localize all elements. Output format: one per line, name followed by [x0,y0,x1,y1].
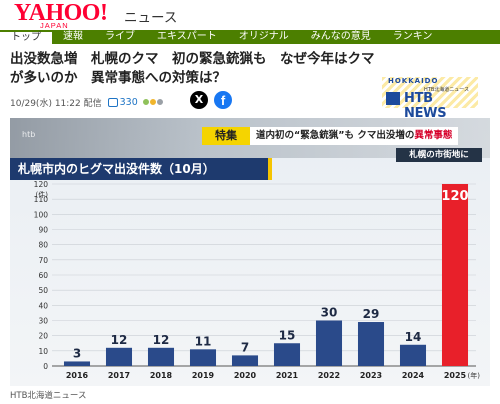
y-tick-label: 40 [38,301,48,310]
main-nav: トップ 速報 ライブ エキスパート オリジナル みんなの意見 ランキン [0,30,500,44]
nav-item-live[interactable]: ライブ [105,31,135,42]
bar-value-label: 29 [363,307,380,321]
bar-value-label: 30 [321,306,338,320]
provider-logo-name: HTB NEWS [404,91,447,121]
chart-bar [441,184,469,366]
y-tick-label: 120 [34,180,49,189]
chart-title: 札幌市内のヒグマ出没件数（10月） [18,162,215,176]
image-source: HTB北海道ニュース [10,391,87,401]
reaction-icon [155,98,164,106]
bar-value-label: 15 [279,328,296,342]
comment-count[interactable]: 330 [119,96,138,108]
chart-bar [231,355,259,366]
chart-bar [273,343,301,366]
yahoo-logo-sub: JAPAN [40,21,69,30]
caption-connector: クマ出没増の [357,130,415,141]
chart-bar [399,344,427,366]
y-axis-unit: (件) [36,190,49,199]
chart-bar [357,322,385,366]
nav-item-top[interactable]: トップ [0,30,52,44]
feature-badge: 特集 [202,127,250,145]
x-tick-label: 2018 [150,371,173,380]
chart-bar [147,347,175,366]
x-tick-label: 2019 [192,371,215,380]
nav-item-opinions[interactable]: みんなの意見 [310,31,371,42]
article-image[interactable]: htb 特集 道内初の“緊急銃猟”も クマ出没増の異常事態 札幌の市街地に 札幌… [10,118,490,386]
x-tick-label: 2017 [108,371,130,380]
provider-logo-hokkaido: HOKKAIDO [388,77,439,85]
x-axis-unit: (年) [468,371,481,380]
comment-icon[interactable] [107,97,118,107]
provider-logo[interactable]: HOKKAIDO HTB北海道ニュース HTB NEWS [382,77,478,121]
y-tick-label: 80 [38,241,48,250]
y-tick-label: 110 [34,195,49,204]
x-tick-label: 2025 [444,371,467,380]
bar-value-label: 7 [241,340,249,354]
y-tick-label: 0 [43,362,48,371]
y-tick-label: 90 [38,226,48,235]
y-tick-label: 30 [38,317,48,326]
chart-bar [315,320,343,366]
y-tick-label: 70 [38,256,48,265]
bar-value-label: 11 [195,334,212,348]
caption-prefix: 道内初の“緊急銃猟”も [256,130,354,141]
section-label[interactable]: ニュース [124,10,178,26]
image-watermark: htb [22,130,36,139]
bar-value-label: 12 [111,333,128,347]
bar-value-label: 12 [153,333,170,347]
bar-value-label: 120 [441,189,468,204]
chart-bar [105,347,133,366]
y-tick-label: 10 [38,347,48,356]
x-tick-label: 2021 [276,371,299,380]
x-tick-label: 2023 [360,371,382,380]
x-tick-label: 2016 [66,371,89,380]
chart-bar [189,349,217,366]
bar-chart: 0102030405060708090100110120(件)320161220… [34,180,481,380]
share-x-button[interactable]: X [190,91,208,109]
chart-bar [63,361,91,366]
bar-value-label: 3 [73,346,81,360]
caption-highlight: 異常事態 [414,130,453,141]
provider-logo-small: HTB北海道ニュース [424,87,469,93]
y-tick-label: 50 [38,286,48,295]
nav-item-breaking[interactable]: 速報 [63,31,83,42]
nav-item-expert[interactable]: エキスパート [157,31,217,42]
x-tick-label: 2024 [402,371,425,380]
chart-title-bar: 札幌市内のヒグマ出没件数（10月） [10,158,272,180]
x-tick-label: 2020 [234,371,257,380]
y-tick-label: 100 [34,210,49,219]
provider-logo-mark [386,92,400,105]
article-meta: 10/29(水) 11:22 配信 330 [10,94,164,110]
article-timestamp: 10/29(水) 11:22 配信 [10,98,102,109]
article-headline: 出没数急増 札幌のクマ 初の緊急銃猟も なぜ今年はクマが多いのか 異常事態への対… [10,51,375,86]
x-tick-label: 2022 [318,371,340,380]
y-tick-label: 60 [38,271,48,280]
yahoo-logo[interactable]: YAHOO! [14,0,108,26]
site-header: YAHOO! JAPAN ニュース [0,0,500,30]
y-tick-label: 20 [38,332,48,341]
reaction-emojis [141,98,164,106]
location-label: 札幌の市街地に [396,148,482,162]
share-facebook-button[interactable]: f [214,91,232,109]
nav-item-original[interactable]: オリジナル [238,31,289,42]
feature-caption: 道内初の“緊急銃猟”も クマ出没増の異常事態 [250,127,459,145]
bar-value-label: 14 [405,330,422,344]
nav-item-ranking[interactable]: ランキン [392,31,433,42]
